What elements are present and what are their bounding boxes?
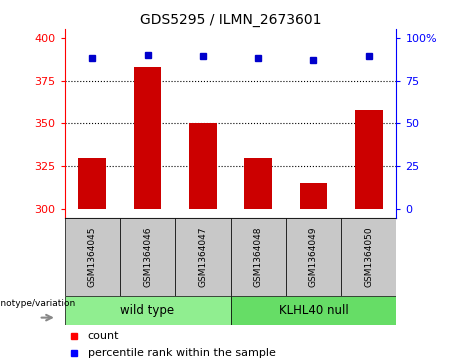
Bar <box>65 218 120 296</box>
Bar <box>134 67 161 209</box>
Text: percentile rank within the sample: percentile rank within the sample <box>88 348 276 359</box>
Text: wild type: wild type <box>120 304 175 317</box>
Text: genotype/variation: genotype/variation <box>0 299 76 309</box>
Text: KLHL40 null: KLHL40 null <box>278 304 349 317</box>
Bar <box>230 218 286 296</box>
Bar <box>300 183 327 209</box>
Bar <box>78 158 106 209</box>
Text: GSM1364046: GSM1364046 <box>143 227 152 287</box>
Text: GSM1364047: GSM1364047 <box>198 227 207 287</box>
Bar <box>244 158 272 209</box>
Bar <box>286 218 341 296</box>
Bar <box>175 218 230 296</box>
Text: GSM1364048: GSM1364048 <box>254 227 263 287</box>
Bar <box>341 218 396 296</box>
Text: GSM1364050: GSM1364050 <box>364 227 373 287</box>
Bar <box>189 123 217 209</box>
Title: GDS5295 / ILMN_2673601: GDS5295 / ILMN_2673601 <box>140 13 321 26</box>
Bar <box>65 296 230 325</box>
Text: count: count <box>88 331 119 341</box>
Bar <box>120 218 175 296</box>
Text: GSM1364045: GSM1364045 <box>88 227 97 287</box>
Bar <box>230 296 396 325</box>
Text: GSM1364049: GSM1364049 <box>309 227 318 287</box>
Bar <box>355 110 383 209</box>
